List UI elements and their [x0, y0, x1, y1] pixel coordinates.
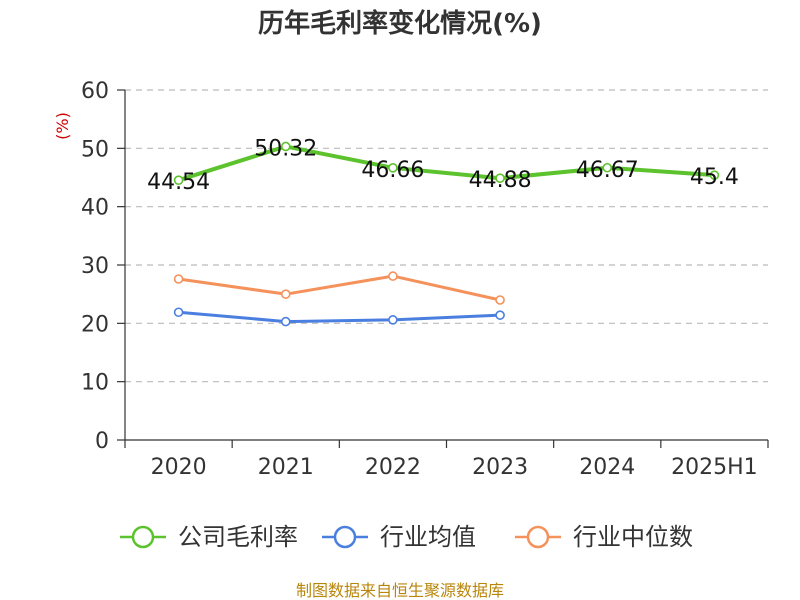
chart-title: 历年毛利率变化情况(%) — [258, 8, 542, 39]
x-tick-label: 2020 — [151, 455, 207, 480]
data-label: 45.4 — [690, 165, 739, 190]
x-tick-label: 2023 — [472, 455, 528, 480]
series-layer — [173, 141, 720, 327]
series-line — [178, 274, 501, 302]
data-label: 44.88 — [469, 168, 532, 193]
axes: 0 10 20 30 40 50 60 2020 2021 2022 2023 2024 2025H1 — [81, 79, 769, 480]
data-point — [280, 316, 291, 327]
y-tick-label: 40 — [81, 196, 109, 221]
y-tick-label: 50 — [81, 137, 109, 162]
legend-marker — [526, 525, 550, 549]
data-point — [173, 307, 184, 318]
data-point — [495, 295, 505, 305]
data-label: 44.54 — [147, 170, 210, 195]
y-tick-label: 30 — [81, 254, 109, 279]
y-tick-label: 20 — [81, 312, 109, 337]
x-tick-label: 2024 — [579, 455, 635, 480]
legend-marker — [131, 525, 155, 549]
x-tick-label: 2025H1 — [671, 455, 758, 480]
legend: 公司毛利率 行业均值 行业中位数 — [120, 523, 693, 551]
legend-item-label: 行业中位数 — [573, 523, 693, 551]
data-point — [602, 162, 613, 173]
data-point — [495, 173, 505, 183]
y-tick-label: 0 — [95, 429, 109, 454]
data-labels: 44.54 50.32 46.66 44.88 46.67 45.4 — [147, 136, 739, 195]
y-axis-unit-label: (%) — [53, 112, 72, 140]
data-point — [173, 175, 184, 185]
y-tick-label: 10 — [81, 371, 109, 396]
y-tick-label: 60 — [81, 79, 109, 104]
series-line — [177, 144, 715, 183]
data-point — [280, 289, 291, 299]
x-tick-label: 2021 — [258, 455, 314, 480]
grid-lines — [125, 89, 768, 383]
legend-item-label: 行业均值 — [380, 523, 476, 551]
legend-item-label: 公司毛利率 — [178, 523, 298, 551]
data-point — [388, 271, 398, 281]
source-note: 制图数据来自恒生聚源数据库 — [296, 581, 504, 600]
data-label: 46.66 — [361, 158, 424, 183]
x-tick-label: 2022 — [365, 455, 421, 480]
data-point — [280, 141, 291, 152]
data-point — [709, 170, 720, 180]
series-line — [178, 310, 501, 324]
data-label: 46.67 — [576, 158, 639, 183]
data-point — [495, 310, 505, 320]
data-point — [388, 163, 398, 173]
data-point — [173, 274, 184, 284]
data-point — [388, 315, 398, 325]
data-label: 50.32 — [254, 136, 317, 161]
legend-marker — [333, 525, 357, 549]
